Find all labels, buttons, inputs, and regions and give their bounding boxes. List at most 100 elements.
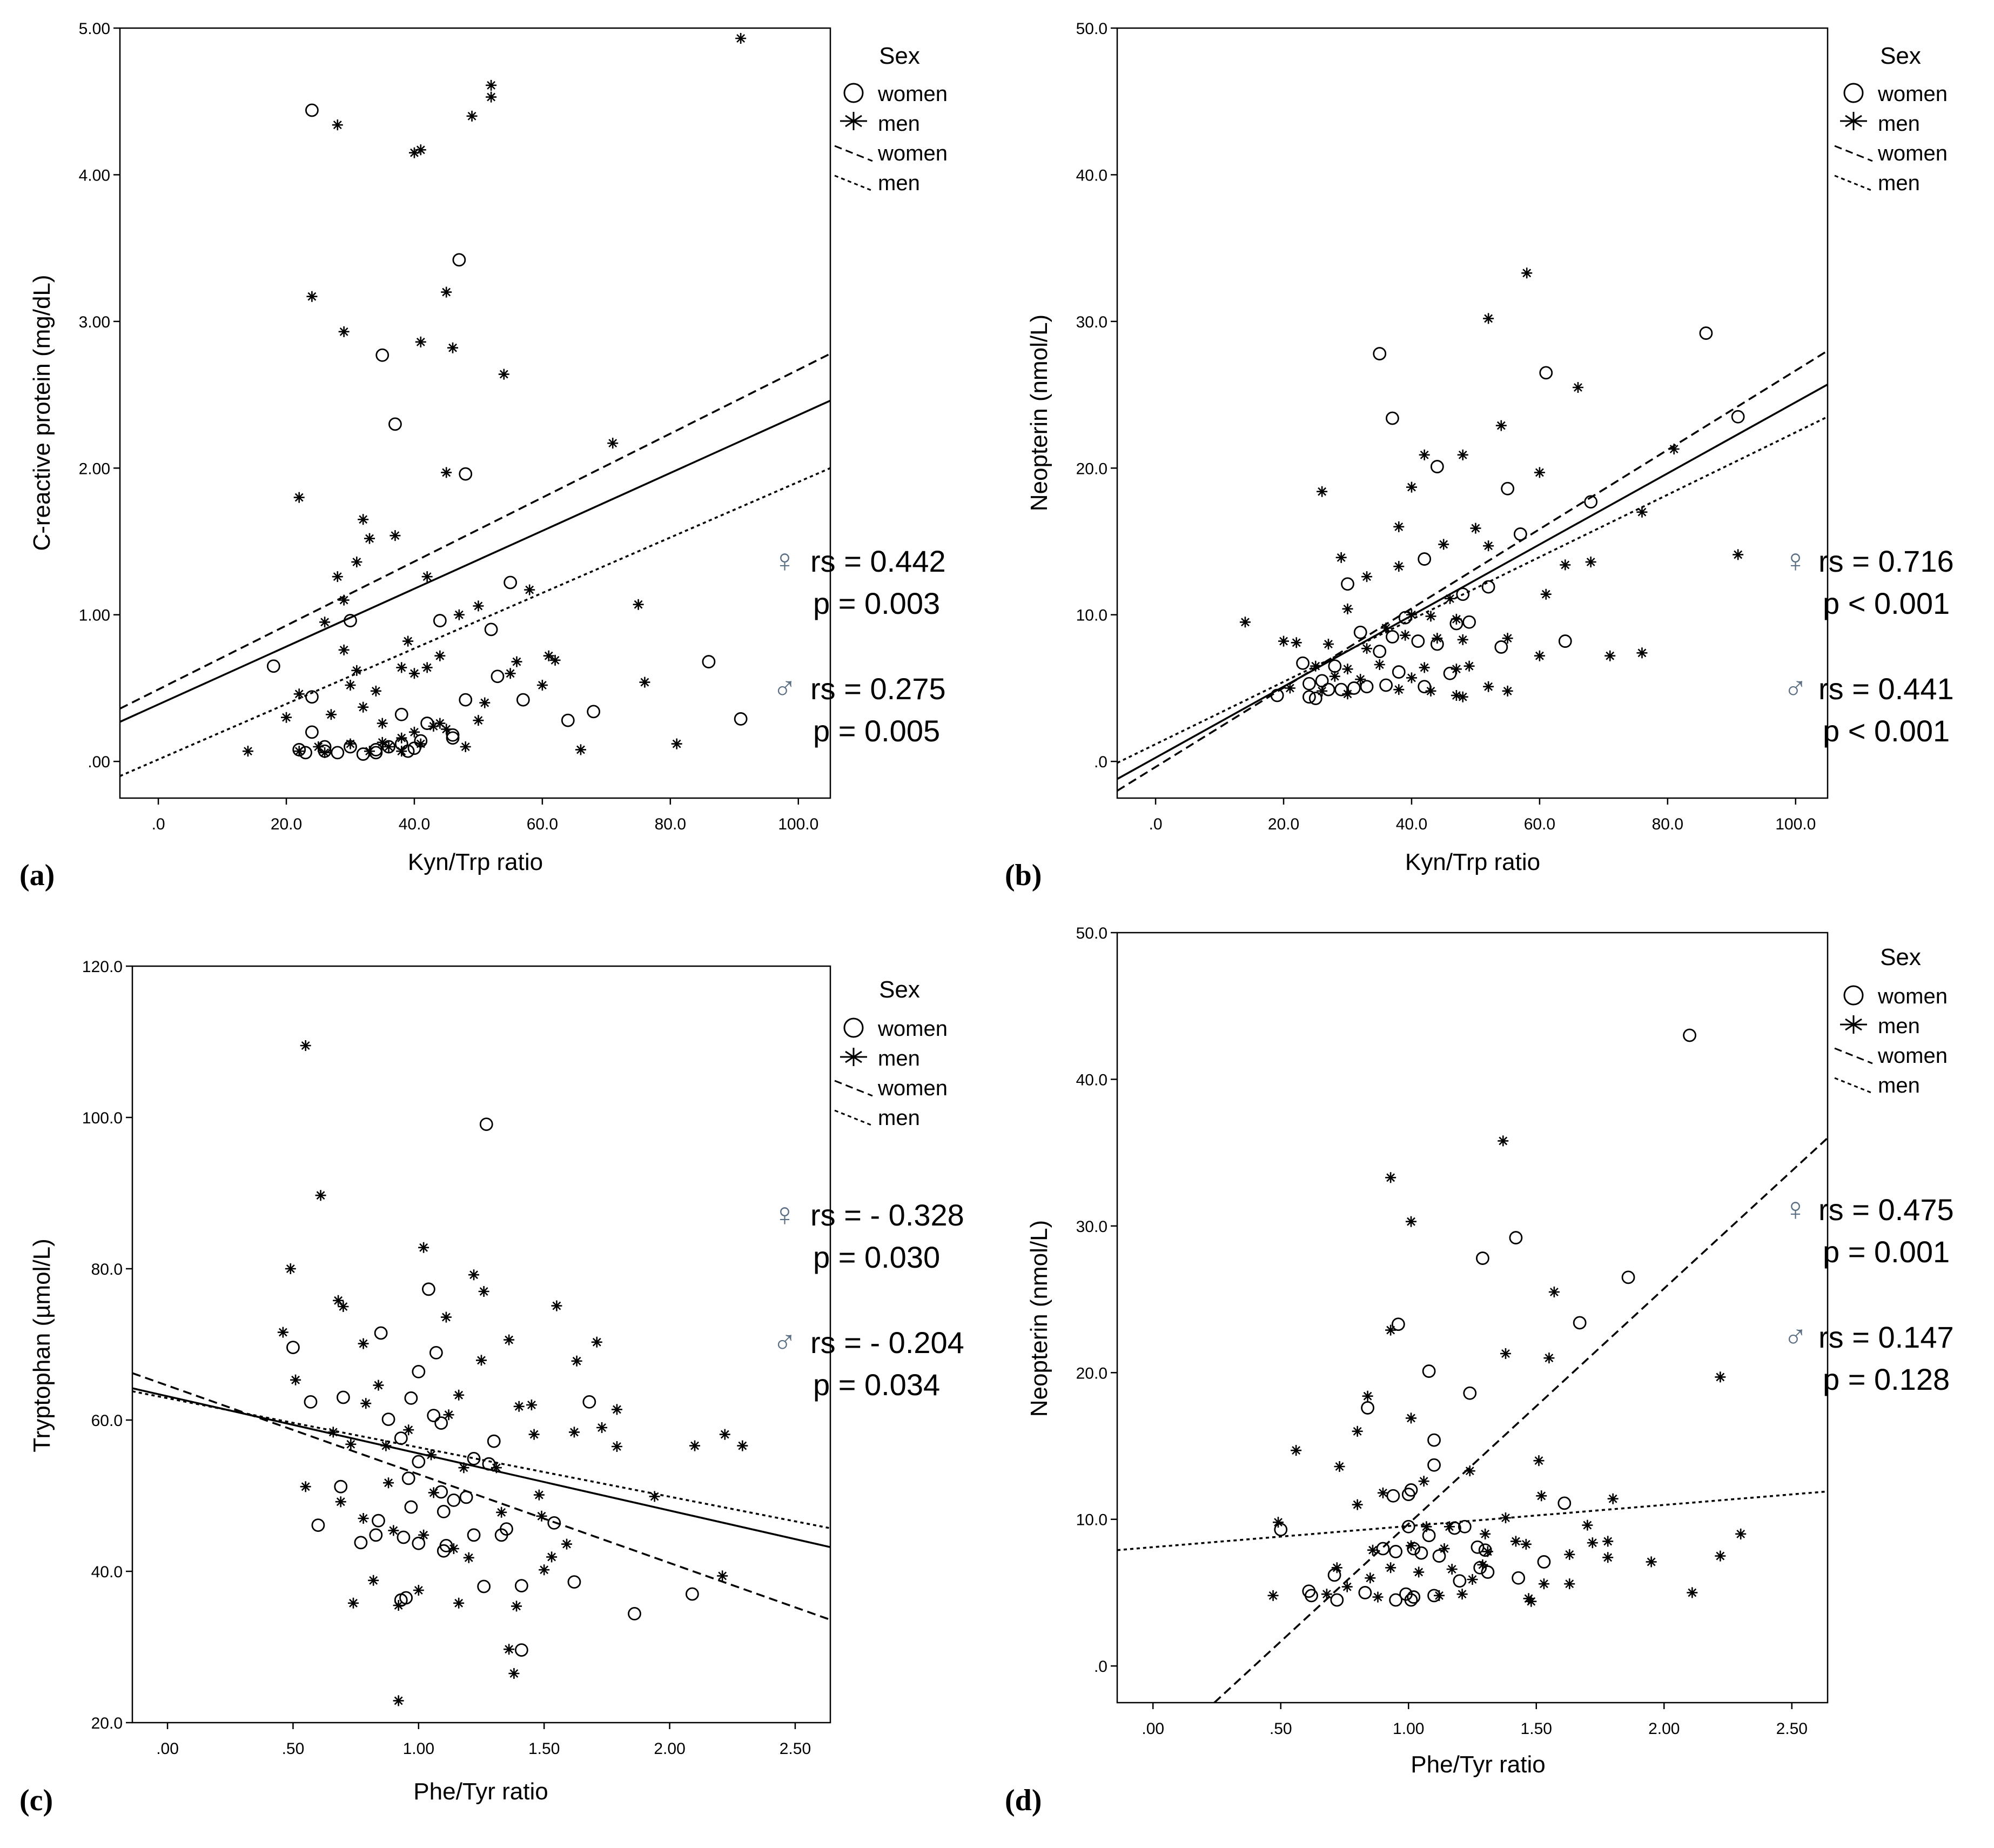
point-men [415, 336, 426, 347]
point-men [1733, 549, 1744, 560]
point-men [1405, 1216, 1416, 1227]
point-women [567, 1575, 581, 1589]
point-men [689, 1440, 701, 1451]
point-men [440, 1311, 452, 1323]
point-men [358, 1513, 369, 1524]
legend-men-line [1834, 1077, 1873, 1094]
point-men [1385, 1562, 1397, 1574]
legend-women-line-label: women [877, 142, 948, 165]
point-men [300, 1481, 311, 1492]
point-women [459, 693, 473, 707]
point-men [536, 680, 548, 691]
point-women [491, 669, 505, 684]
point-men [293, 746, 305, 757]
point-men [426, 1449, 437, 1461]
point-women [494, 1528, 508, 1542]
point-women [1512, 1571, 1526, 1585]
point-women [1699, 326, 1713, 340]
legend-men-label: men [878, 112, 920, 136]
point-men [458, 1462, 469, 1474]
point-men [1482, 1546, 1493, 1557]
point-men [453, 1389, 465, 1401]
legend-men-marker [1840, 1015, 1867, 1034]
point-women [1274, 1523, 1288, 1537]
point-women [1376, 1542, 1390, 1556]
panel-label: (d) [1005, 1784, 1042, 1817]
point-women [354, 1536, 368, 1550]
y-axis-label: C-reactive protein (mg/dL) [29, 274, 55, 551]
point-men [338, 1301, 349, 1312]
point-men [1361, 571, 1373, 582]
point-men [1400, 630, 1411, 641]
point-women [422, 1282, 435, 1296]
point-men [1467, 1574, 1478, 1585]
x-tick-label: .50 [282, 1740, 305, 1758]
point-men [1342, 603, 1353, 614]
point-women [1537, 1555, 1551, 1569]
point-men [1310, 660, 1321, 672]
point-men [1500, 1512, 1511, 1523]
point-men [345, 738, 356, 749]
point-women [336, 1390, 350, 1404]
point-men [1445, 593, 1456, 604]
point-men [1451, 664, 1462, 675]
point-women [1303, 677, 1316, 691]
point-men [1418, 1476, 1429, 1487]
panel-c: .00 .50 1.00 1.50 2.00 2.50 20.0 40.0 60.0 80.0 10… [0, 924, 997, 1843]
x-axis-label: Kyn/Trp ratio [408, 849, 543, 875]
plot-area [119, 27, 831, 799]
point-men [1352, 1499, 1363, 1510]
point-women [305, 690, 319, 704]
fit-line-women [1213, 1137, 1829, 1704]
legend: Sex women men women men [834, 976, 948, 1130]
point-women [1330, 1593, 1344, 1607]
point-men [383, 741, 394, 752]
point-men [460, 741, 471, 752]
point-men [571, 1355, 582, 1367]
point-men [418, 1242, 429, 1253]
point-men [1646, 1556, 1657, 1568]
point-men [393, 1695, 404, 1706]
y-axis-label: Tryptophan (µmol/L) [29, 1238, 55, 1452]
point-men [300, 1040, 311, 1051]
point-men [528, 1429, 540, 1440]
y-tick-label: 50.0 [1076, 20, 1107, 38]
point-men [415, 738, 426, 749]
point-men [607, 438, 619, 449]
x-tick-label: .50 [1270, 1720, 1292, 1738]
point-men [333, 1295, 344, 1306]
point-men [1335, 552, 1347, 563]
point-men [293, 688, 305, 700]
x-tick-label: 80.0 [1652, 815, 1683, 833]
point-men [546, 1551, 558, 1563]
chart-c: .00 .50 1.00 1.50 2.00 2.50 20.0 40.0 60.0 80.0 10… [19, 958, 964, 1817]
point-women [1432, 1549, 1446, 1563]
point-men [1367, 1544, 1379, 1556]
point-men [1331, 1562, 1342, 1574]
point-men [1406, 672, 1417, 684]
point-men [1602, 1552, 1614, 1563]
female-p: p = 0.001 [1823, 1235, 1950, 1269]
point-men [393, 1600, 404, 1611]
point-women [394, 707, 408, 721]
point-men [1425, 685, 1436, 697]
y-tick-label: 20.0 [1076, 1364, 1107, 1382]
y-tick-label: 40.0 [1076, 1071, 1107, 1089]
point-men [1374, 659, 1385, 670]
male-p: p < 0.001 [1823, 714, 1950, 748]
fit-line-men [119, 467, 831, 777]
point-men [1438, 539, 1449, 550]
female-p: p = 0.003 [813, 586, 940, 620]
male-symbol: ♂ [773, 670, 797, 706]
legend-women-marker [843, 1017, 864, 1038]
point-men [327, 1427, 339, 1438]
point-men [549, 654, 561, 666]
point-men [1500, 1348, 1511, 1359]
chart-a: .0 20.0 40.0 60.0 80.0 100.0 .00 1.00 2.00 3.00 4.… [19, 20, 948, 892]
point-men [319, 747, 331, 758]
y-tick-label: 4.00 [79, 166, 110, 184]
point-men [473, 715, 484, 726]
point-men [1464, 1465, 1475, 1477]
point-men [1483, 681, 1494, 692]
point-women [1481, 1565, 1495, 1579]
